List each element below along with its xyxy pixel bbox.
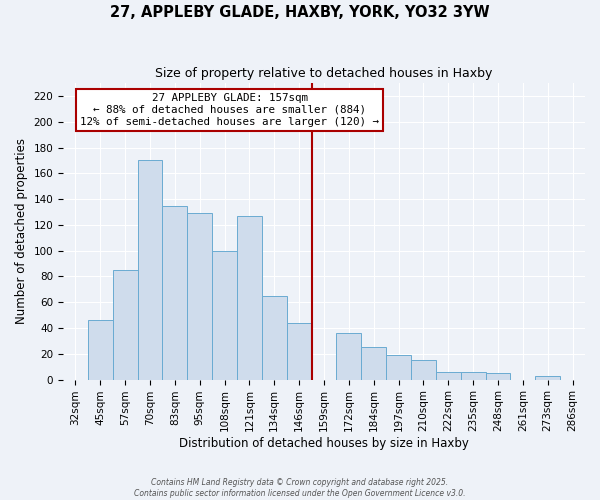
- Bar: [386, 355, 411, 380]
- Bar: [237, 216, 262, 380]
- Bar: [187, 214, 212, 380]
- Bar: [337, 333, 361, 380]
- X-axis label: Distribution of detached houses by size in Haxby: Distribution of detached houses by size …: [179, 437, 469, 450]
- Bar: [436, 372, 461, 380]
- Bar: [113, 270, 137, 380]
- Text: 27, APPLEBY GLADE, HAXBY, YORK, YO32 3YW: 27, APPLEBY GLADE, HAXBY, YORK, YO32 3YW: [110, 5, 490, 20]
- Text: Contains HM Land Registry data © Crown copyright and database right 2025.
Contai: Contains HM Land Registry data © Crown c…: [134, 478, 466, 498]
- Bar: [361, 348, 386, 380]
- Bar: [88, 320, 113, 380]
- Text: 27 APPLEBY GLADE: 157sqm
← 88% of detached houses are smaller (884)
12% of semi-: 27 APPLEBY GLADE: 157sqm ← 88% of detach…: [80, 94, 379, 126]
- Bar: [137, 160, 163, 380]
- Y-axis label: Number of detached properties: Number of detached properties: [15, 138, 28, 324]
- Title: Size of property relative to detached houses in Haxby: Size of property relative to detached ho…: [155, 68, 493, 80]
- Bar: [535, 376, 560, 380]
- Bar: [262, 296, 287, 380]
- Bar: [212, 250, 237, 380]
- Bar: [485, 373, 511, 380]
- Bar: [163, 206, 187, 380]
- Bar: [411, 360, 436, 380]
- Bar: [287, 323, 311, 380]
- Bar: [461, 372, 485, 380]
